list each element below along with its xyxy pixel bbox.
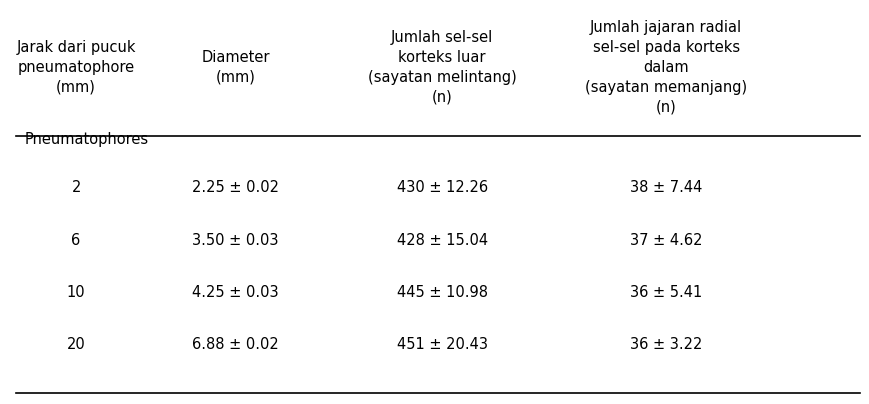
Text: 38 ± 7.44: 38 ± 7.44 <box>629 181 701 196</box>
Text: 4.25 ± 0.03: 4.25 ± 0.03 <box>192 285 278 300</box>
Text: Diameter
(mm): Diameter (mm) <box>201 50 269 85</box>
Text: 20: 20 <box>67 337 85 352</box>
Text: 6: 6 <box>71 233 81 248</box>
Text: 428 ± 15.04: 428 ± 15.04 <box>396 233 488 248</box>
Text: 37 ± 4.62: 37 ± 4.62 <box>629 233 701 248</box>
Text: Jumlah jajaran radial
sel-sel pada korteks
dalam
(sayatan memanjang)
(n): Jumlah jajaran radial sel-sel pada korte… <box>585 21 746 115</box>
Text: Pneumatophores: Pneumatophores <box>24 133 149 147</box>
Text: 445 ± 10.98: 445 ± 10.98 <box>396 285 488 300</box>
Text: 10: 10 <box>67 285 85 300</box>
Text: 451 ± 20.43: 451 ± 20.43 <box>396 337 488 352</box>
Text: 36 ± 5.41: 36 ± 5.41 <box>629 285 701 300</box>
Text: 430 ± 12.26: 430 ± 12.26 <box>396 181 488 196</box>
Text: 6.88 ± 0.02: 6.88 ± 0.02 <box>192 337 279 352</box>
Text: Jarak dari pucuk
pneumatophore
(mm): Jarak dari pucuk pneumatophore (mm) <box>17 40 136 95</box>
Text: 2.25 ± 0.02: 2.25 ± 0.02 <box>192 181 279 196</box>
Text: 3.50 ± 0.03: 3.50 ± 0.03 <box>192 233 278 248</box>
Text: 2: 2 <box>71 181 81 196</box>
Text: 36 ± 3.22: 36 ± 3.22 <box>629 337 701 352</box>
Text: Jumlah sel-sel
korteks luar
(sayatan melintang)
(n): Jumlah sel-sel korteks luar (sayatan mel… <box>368 30 516 105</box>
